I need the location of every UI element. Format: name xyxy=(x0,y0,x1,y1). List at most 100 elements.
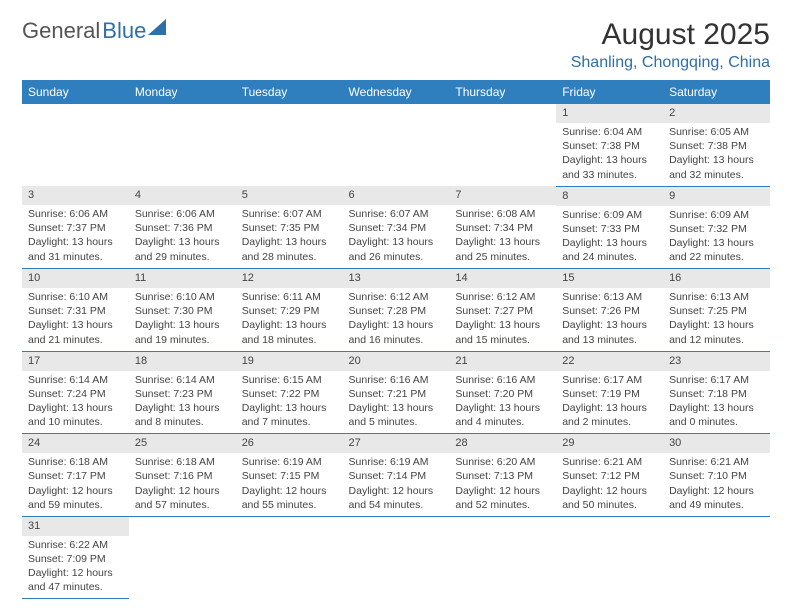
calendar-day-cell xyxy=(343,104,450,186)
day-number: 9 xyxy=(663,187,770,206)
daylight-text: Daylight: 12 hours and 55 minutes. xyxy=(242,484,337,512)
sunset-text: Sunset: 7:09 PM xyxy=(28,552,123,566)
sunset-text: Sunset: 7:12 PM xyxy=(562,469,657,483)
calendar-day-cell: 15Sunrise: 6:13 AMSunset: 7:26 PMDayligh… xyxy=(556,269,663,352)
day-number: 21 xyxy=(449,352,556,371)
day-body: Sunrise: 6:16 AMSunset: 7:20 PMDaylight:… xyxy=(449,371,556,434)
sunset-text: Sunset: 7:35 PM xyxy=(242,221,337,235)
weekday-header: Tuesday xyxy=(236,80,343,104)
sunrise-text: Sunrise: 6:11 AM xyxy=(242,290,337,304)
calendar-day-cell: 24Sunrise: 6:18 AMSunset: 7:17 PMDayligh… xyxy=(22,434,129,517)
logo-triangle-icon xyxy=(148,19,166,35)
sunrise-text: Sunrise: 6:10 AM xyxy=(28,290,123,304)
day-body: Sunrise: 6:10 AMSunset: 7:30 PMDaylight:… xyxy=(129,288,236,351)
day-body: Sunrise: 6:19 AMSunset: 7:14 PMDaylight:… xyxy=(343,453,450,516)
sunset-text: Sunset: 7:34 PM xyxy=(349,221,444,235)
sunrise-text: Sunrise: 6:20 AM xyxy=(455,455,550,469)
sunrise-text: Sunrise: 6:07 AM xyxy=(349,207,444,221)
sunrise-text: Sunrise: 6:10 AM xyxy=(135,290,230,304)
day-body: Sunrise: 6:06 AMSunset: 7:36 PMDaylight:… xyxy=(129,205,236,268)
calendar-day-cell: 26 Sunrise: 6:19 AMSunset: 7:15 PMDayligh… xyxy=(236,434,343,517)
weekday-header: Saturday xyxy=(663,80,770,104)
calendar-day-cell: 21Sunrise: 6:16 AMSunset: 7:20 PMDayligh… xyxy=(449,351,556,434)
calendar-day-cell: 27Sunrise: 6:19 AMSunset: 7:14 PMDayligh… xyxy=(343,434,450,517)
day-number: 4 xyxy=(129,186,236,205)
day-number: 16 xyxy=(663,269,770,288)
day-number: 26 xyxy=(236,434,343,453)
calendar-day-cell: 19Sunrise: 6:15 AMSunset: 7:22 PMDayligh… xyxy=(236,351,343,434)
day-body: Sunrise: 6:04 AMSunset: 7:38 PMDaylight:… xyxy=(556,123,663,186)
calendar-day-cell xyxy=(343,516,450,599)
daylight-text: Daylight: 13 hours and 33 minutes. xyxy=(562,153,657,181)
sunrise-text: Sunrise: 6:13 AM xyxy=(669,290,764,304)
day-body: Sunrise: 6:17 AMSunset: 7:18 PMDaylight:… xyxy=(663,371,770,434)
calendar-day-cell: 6 Sunrise: 6:07 AMSunset: 7:34 PMDaylight… xyxy=(343,186,450,269)
sunset-text: Sunset: 7:28 PM xyxy=(349,304,444,318)
calendar-day-cell xyxy=(129,516,236,599)
day-body: Sunrise: 6:15 AMSunset: 7:22 PMDaylight:… xyxy=(236,371,343,434)
sunset-text: Sunset: 7:36 PM xyxy=(135,221,230,235)
sunrise-text: Sunrise: 6:18 AM xyxy=(28,455,123,469)
day-number: 20 xyxy=(343,352,450,371)
calendar-day-cell: 29Sunrise: 6:21 AMSunset: 7:12 PMDayligh… xyxy=(556,434,663,517)
day-number: 28 xyxy=(449,434,556,453)
day-body: Sunrise: 6:13 AMSunset: 7:26 PMDaylight:… xyxy=(556,288,663,351)
brand-part2: Blue xyxy=(102,18,146,44)
calendar-day-cell xyxy=(663,516,770,599)
day-body: Sunrise: 6:20 AMSunset: 7:13 PMDaylight:… xyxy=(449,453,556,516)
daylight-text: Daylight: 13 hours and 2 minutes. xyxy=(562,401,657,429)
day-number: 24 xyxy=(22,434,129,453)
calendar-day-cell: 18Sunrise: 6:14 AMSunset: 7:23 PMDayligh… xyxy=(129,351,236,434)
day-number: 6 xyxy=(343,186,450,205)
day-body: Sunrise: 6:09 AMSunset: 7:32 PMDaylight:… xyxy=(663,206,770,269)
calendar-day-cell: 3Sunrise: 6:06 AMSunset: 7:37 PMDaylight… xyxy=(22,186,129,269)
title-block: August 2025 Shanling, Chongqing, China xyxy=(571,18,770,72)
daylight-text: Daylight: 13 hours and 5 minutes. xyxy=(349,401,444,429)
day-body: Sunrise: 6:17 AMSunset: 7:19 PMDaylight:… xyxy=(556,371,663,434)
sunrise-text: Sunrise: 6:12 AM xyxy=(455,290,550,304)
calendar-day-cell: 10Sunrise: 6:10 AMSunset: 7:31 PMDayligh… xyxy=(22,269,129,352)
sunrise-text: Sunrise: 6:19 AM xyxy=(349,455,444,469)
daylight-text: Daylight: 13 hours and 28 minutes. xyxy=(242,235,337,263)
calendar-week-row: 24Sunrise: 6:18 AMSunset: 7:17 PMDayligh… xyxy=(22,434,770,517)
sunset-text: Sunset: 7:19 PM xyxy=(562,387,657,401)
sunrise-text: Sunrise: 6:14 AM xyxy=(28,373,123,387)
sunrise-text: Sunrise: 6:14 AM xyxy=(135,373,230,387)
calendar-day-cell: 12Sunrise: 6:11 AMSunset: 7:29 PMDayligh… xyxy=(236,269,343,352)
sunset-text: Sunset: 7:22 PM xyxy=(242,387,337,401)
daylight-text: Daylight: 13 hours and 26 minutes. xyxy=(349,235,444,263)
calendar-day-cell: 30Sunrise: 6:21 AMSunset: 7:10 PMDayligh… xyxy=(663,434,770,517)
sunrise-text: Sunrise: 6:19 AM xyxy=(242,455,337,469)
sunrise-text: Sunrise: 6:09 AM xyxy=(669,208,764,222)
calendar-week-row: 31Sunrise: 6:22 AMSunset: 7:09 PMDayligh… xyxy=(22,516,770,599)
daylight-text: Daylight: 13 hours and 13 minutes. xyxy=(562,318,657,346)
daylight-text: Daylight: 13 hours and 16 minutes. xyxy=(349,318,444,346)
daylight-text: Daylight: 13 hours and 25 minutes. xyxy=(455,235,550,263)
day-body: Sunrise: 6:06 AMSunset: 7:37 PMDaylight:… xyxy=(22,205,129,268)
calendar-day-cell: 14Sunrise: 6:12 AMSunset: 7:27 PMDayligh… xyxy=(449,269,556,352)
sunset-text: Sunset: 7:20 PM xyxy=(455,387,550,401)
weekday-header: Thursday xyxy=(449,80,556,104)
sunset-text: Sunset: 7:17 PM xyxy=(28,469,123,483)
daylight-text: Daylight: 12 hours and 49 minutes. xyxy=(669,484,764,512)
calendar-day-cell: 13Sunrise: 6:12 AMSunset: 7:28 PMDayligh… xyxy=(343,269,450,352)
sunset-text: Sunset: 7:15 PM xyxy=(242,469,337,483)
day-number: 13 xyxy=(343,269,450,288)
calendar-day-cell: 7Sunrise: 6:08 AMSunset: 7:34 PMDaylight… xyxy=(449,186,556,269)
day-number: 3 xyxy=(22,186,129,205)
calendar-day-cell xyxy=(236,104,343,186)
day-number: 29 xyxy=(556,434,663,453)
daylight-text: Daylight: 13 hours and 24 minutes. xyxy=(562,236,657,264)
sunset-text: Sunset: 7:38 PM xyxy=(562,139,657,153)
day-number: 18 xyxy=(129,352,236,371)
day-number: 15 xyxy=(556,269,663,288)
sunrise-text: Sunrise: 6:16 AM xyxy=(455,373,550,387)
page-header: GeneralBlue August 2025 Shanling, Chongq… xyxy=(22,18,770,72)
day-body: Sunrise: 6:09 AMSunset: 7:33 PMDaylight:… xyxy=(556,206,663,269)
daylight-text: Daylight: 12 hours and 47 minutes. xyxy=(28,566,123,594)
day-number: 27 xyxy=(343,434,450,453)
daylight-text: Daylight: 13 hours and 0 minutes. xyxy=(669,401,764,429)
sunrise-text: Sunrise: 6:18 AM xyxy=(135,455,230,469)
calendar-day-cell xyxy=(449,104,556,186)
day-number: 19 xyxy=(236,352,343,371)
